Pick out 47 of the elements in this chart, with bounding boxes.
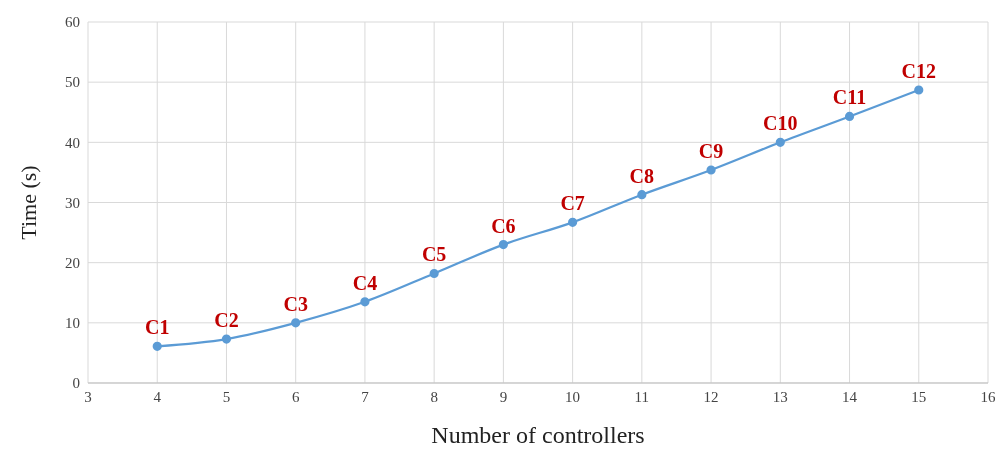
point bbox=[637, 190, 647, 200]
x-tick-label: 6 bbox=[291, 388, 300, 405]
point bbox=[360, 297, 370, 307]
annotation: C11 bbox=[832, 86, 867, 109]
y-tick-label: 30 bbox=[65, 194, 80, 211]
y-tick-label: 10 bbox=[65, 315, 80, 332]
point bbox=[914, 85, 924, 95]
x-tick-label: 4 bbox=[153, 388, 162, 405]
x-tick-label: 7 bbox=[361, 388, 370, 405]
point bbox=[775, 137, 785, 147]
annotation: C10 bbox=[763, 112, 798, 135]
y-axis-title: Time (s) bbox=[15, 165, 41, 240]
x-tick-label: 8 bbox=[430, 388, 438, 405]
annotation: C7 bbox=[560, 192, 585, 215]
annotation: C1 bbox=[145, 316, 170, 339]
annotation: C2 bbox=[214, 309, 239, 332]
x-tick-label: 13 bbox=[772, 388, 788, 405]
point bbox=[152, 341, 162, 351]
y-tick-label: 40 bbox=[65, 134, 80, 151]
x-tick-label: 11 bbox=[634, 388, 650, 405]
point bbox=[568, 217, 578, 227]
point bbox=[291, 318, 301, 328]
x-tick-label: 10 bbox=[565, 388, 581, 405]
point bbox=[429, 268, 439, 279]
x-tick-label: 5 bbox=[222, 388, 231, 405]
annotation: C12 bbox=[901, 59, 936, 82]
y-tick-label: 0 bbox=[72, 375, 80, 392]
point bbox=[221, 334, 232, 344]
y-tick-label: 50 bbox=[65, 74, 80, 91]
point bbox=[844, 111, 855, 122]
x-tick-label: 12 bbox=[703, 388, 719, 405]
x-tick-label: 14 bbox=[842, 388, 858, 405]
annotation: C3 bbox=[283, 292, 308, 315]
x-tick-label: 9 bbox=[499, 388, 508, 405]
point bbox=[706, 165, 716, 175]
y-tick-label: 20 bbox=[65, 254, 80, 271]
x-tick-label: 3 bbox=[84, 388, 92, 405]
x-tick-label: 15 bbox=[911, 388, 927, 405]
annotation: C6 bbox=[491, 214, 516, 237]
annotation: C8 bbox=[629, 164, 655, 187]
annotation: C9 bbox=[698, 140, 724, 163]
annotation: C5 bbox=[421, 243, 447, 266]
x-tick-label: 16 bbox=[980, 388, 996, 405]
y-tick-label: 60 bbox=[65, 14, 80, 31]
x-axis-title: Number of controllers bbox=[431, 422, 645, 448]
point bbox=[498, 240, 508, 250]
annotation: C4 bbox=[352, 271, 378, 294]
